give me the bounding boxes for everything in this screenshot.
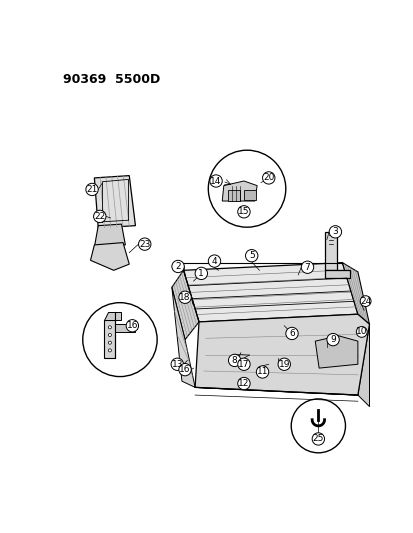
Polygon shape: [183, 263, 357, 322]
Circle shape: [245, 249, 257, 262]
Circle shape: [108, 326, 111, 329]
Text: 18: 18: [179, 293, 190, 302]
Polygon shape: [314, 336, 357, 368]
Polygon shape: [171, 287, 195, 387]
Circle shape: [262, 172, 274, 184]
Circle shape: [85, 183, 98, 196]
Text: 16: 16: [179, 365, 190, 374]
Circle shape: [326, 334, 339, 346]
Circle shape: [93, 210, 106, 223]
Circle shape: [138, 238, 151, 251]
Circle shape: [359, 296, 370, 306]
Text: 22: 22: [94, 212, 105, 221]
Text: 17: 17: [237, 360, 249, 369]
Text: 14: 14: [210, 176, 221, 185]
Circle shape: [195, 267, 207, 280]
Circle shape: [171, 358, 183, 370]
Circle shape: [301, 261, 313, 273]
Circle shape: [237, 377, 249, 390]
Circle shape: [171, 260, 184, 273]
Text: 5: 5: [248, 251, 254, 260]
Text: 19: 19: [278, 360, 289, 369]
Circle shape: [178, 364, 191, 376]
Text: 16: 16: [126, 321, 138, 330]
Bar: [228, 190, 240, 201]
Polygon shape: [94, 175, 135, 228]
Text: 15: 15: [237, 207, 249, 216]
Polygon shape: [115, 324, 135, 332]
Circle shape: [208, 255, 220, 267]
Text: 9: 9: [330, 335, 335, 344]
Polygon shape: [104, 320, 115, 358]
Text: 24: 24: [359, 297, 370, 305]
Text: 7: 7: [304, 263, 310, 272]
Circle shape: [108, 341, 111, 344]
Polygon shape: [90, 243, 129, 270]
Text: 10: 10: [355, 327, 367, 336]
Circle shape: [237, 206, 249, 218]
Text: 6: 6: [288, 329, 294, 338]
Polygon shape: [222, 181, 256, 201]
Circle shape: [311, 433, 324, 445]
Text: 8: 8: [231, 356, 237, 365]
Circle shape: [237, 358, 249, 370]
Text: 11: 11: [256, 367, 268, 376]
Circle shape: [256, 366, 268, 378]
Text: 21: 21: [86, 185, 97, 194]
Circle shape: [209, 175, 222, 187]
Bar: [243, 190, 256, 200]
Circle shape: [356, 327, 366, 337]
Polygon shape: [94, 224, 125, 247]
Polygon shape: [104, 312, 121, 320]
Text: 12: 12: [238, 379, 249, 388]
Text: 90369  5500D: 90369 5500D: [62, 73, 159, 86]
Circle shape: [108, 334, 111, 336]
Text: 1: 1: [198, 269, 204, 278]
Polygon shape: [325, 232, 336, 270]
Text: 25: 25: [312, 434, 323, 443]
Polygon shape: [325, 270, 349, 278]
Circle shape: [108, 349, 111, 352]
Circle shape: [228, 354, 240, 367]
Polygon shape: [171, 270, 199, 340]
Polygon shape: [195, 314, 369, 395]
Circle shape: [178, 291, 191, 303]
Polygon shape: [342, 263, 369, 324]
Circle shape: [285, 327, 297, 340]
Text: 23: 23: [139, 240, 150, 248]
Text: 3: 3: [332, 227, 337, 236]
Circle shape: [328, 225, 341, 238]
Text: 13: 13: [171, 360, 183, 369]
Circle shape: [126, 320, 138, 332]
Text: 2: 2: [175, 262, 180, 271]
Polygon shape: [195, 324, 369, 407]
Circle shape: [278, 358, 290, 370]
Text: 4: 4: [211, 256, 217, 265]
Text: 20: 20: [262, 173, 274, 182]
